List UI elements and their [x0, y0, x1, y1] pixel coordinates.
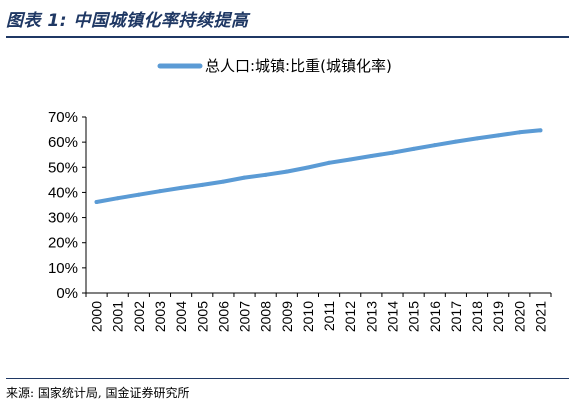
y-axis: 0% 10% 20% 30% 40% 50% 60% 70%: [48, 109, 87, 302]
line-chart: 总人口:城镇:比重(城镇化率) 0%10%20%30%40%50%60%70% …: [48, 57, 552, 332]
source-note: 来源: 国家统计局, 国金证券研究所: [6, 386, 190, 400]
data-point: [136, 192, 141, 197]
data-point: [327, 160, 332, 165]
data-point: [305, 165, 310, 170]
x-tick-label: 2004: [173, 301, 189, 332]
x-tick-label: 2009: [279, 301, 295, 332]
x-tick-label: 2000: [89, 301, 105, 332]
chart-legend: 总人口:城镇:比重(城镇化率): [157, 57, 392, 75]
x-tick-label: 2008: [258, 301, 274, 332]
x-tick-label: 2002: [131, 301, 147, 332]
y-tick-label: 40%: [48, 184, 78, 201]
x-tick-label: 2015: [406, 301, 422, 332]
data-point: [432, 143, 437, 148]
x-tick-label: 2021: [532, 301, 548, 332]
data-point: [517, 130, 522, 135]
title-divider: [6, 36, 569, 38]
y-tick-label: 50%: [48, 159, 78, 176]
y-tick-label: 20%: [48, 235, 78, 252]
x-tick-label: 2011: [321, 301, 337, 331]
data-point: [94, 199, 99, 204]
data-point: [538, 128, 543, 133]
data-point: [221, 179, 226, 184]
legend-label: 总人口:城镇:比重(城镇化率): [205, 57, 392, 75]
x-tick-label: 2006: [215, 301, 231, 332]
x-tick-label: 2018: [469, 301, 485, 332]
x-tick-label: 2013: [363, 301, 379, 332]
y-tick-label: 10%: [48, 260, 78, 277]
data-point: [284, 169, 289, 174]
x-tick-label: 2017: [448, 301, 464, 332]
data-point: [411, 146, 416, 151]
data-point: [369, 153, 374, 158]
data-point: [475, 136, 480, 141]
data-point: [496, 133, 501, 138]
x-tick-label: 2012: [342, 301, 358, 332]
y-tick-label: 60%: [48, 134, 78, 151]
y-tick-label: 30%: [48, 210, 78, 227]
data-point: [157, 189, 162, 194]
data-point: [348, 157, 353, 162]
x-tick-label: 2016: [427, 301, 443, 332]
x-tick-label: 2014: [384, 301, 400, 332]
data-point: [115, 196, 120, 201]
x-tick-label: 2007: [237, 301, 253, 332]
series-line: [94, 128, 543, 204]
x-tick-label: 2001: [110, 301, 126, 332]
data-point: [200, 182, 205, 187]
source-divider: [6, 378, 569, 379]
data-point: [179, 185, 184, 190]
figure-title: 图表 1: 中国城镇化率持续提高: [6, 11, 249, 31]
y-tick-label: 0%: [56, 285, 78, 302]
x-tick-label: 2003: [152, 301, 168, 332]
data-point: [390, 150, 395, 155]
x-axis: 2000 2001 2002 2003 2004 2005 2006 2007 2008 2009…: [85, 292, 552, 332]
x-tick-label: 2010: [300, 301, 316, 332]
y-tick-label: 70%: [48, 109, 78, 126]
data-point: [242, 175, 247, 180]
x-tick-label: 2019: [490, 301, 506, 332]
data-point: [453, 139, 458, 144]
x-tick-label: 2020: [511, 301, 527, 332]
series-layer: [94, 128, 543, 204]
data-point: [263, 172, 268, 177]
x-tick-label: 2005: [194, 301, 210, 332]
